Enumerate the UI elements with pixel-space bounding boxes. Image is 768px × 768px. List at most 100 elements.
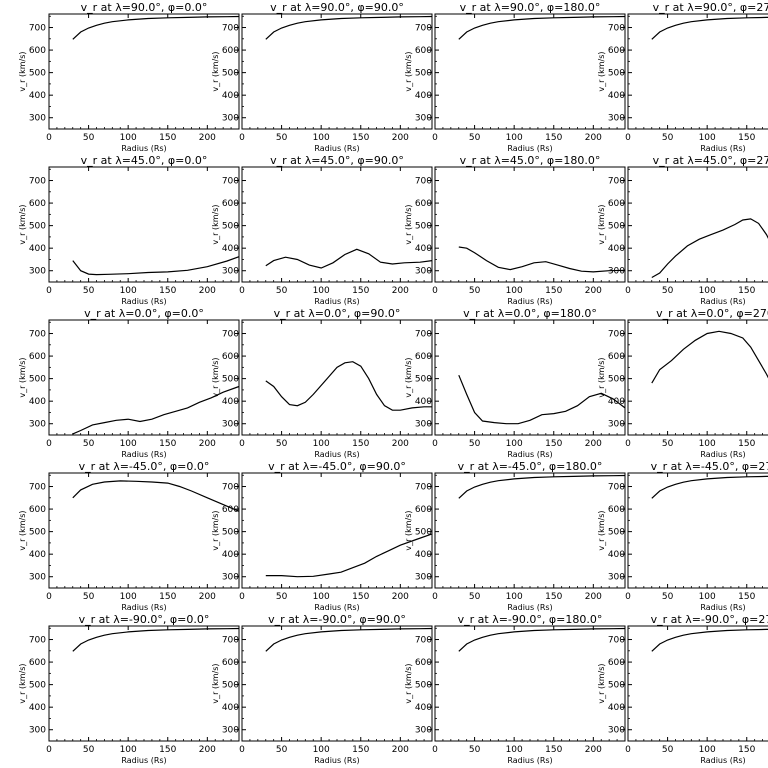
subplot-title: v_r at λ=90.0°, φ=0.0° bbox=[81, 1, 208, 14]
series-line bbox=[651, 475, 768, 499]
y-tick-label: 400 bbox=[29, 550, 46, 560]
x-axis-label: Radius (Rs) bbox=[507, 756, 552, 765]
x-tick-label: 150 bbox=[738, 439, 755, 449]
y-tick-label: 300 bbox=[222, 573, 239, 583]
x-axis-label: Radius (Rs) bbox=[507, 297, 552, 306]
y-tick-label: 600 bbox=[29, 352, 46, 362]
y-tick-label: 400 bbox=[222, 91, 239, 101]
x-axis-label: Radius (Rs) bbox=[121, 144, 166, 153]
y-tick-label: 700 bbox=[608, 24, 625, 34]
x-tick-label: 150 bbox=[545, 745, 562, 755]
x-tick-label: 50 bbox=[276, 439, 288, 449]
x-tick-label: 150 bbox=[545, 439, 562, 449]
y-tick-label: 400 bbox=[608, 91, 625, 101]
x-tick-label: 100 bbox=[120, 745, 137, 755]
subplot-6: v_r at λ=45.0°, φ=180.0° 0 50 100 150 200 300 4… bbox=[404, 154, 626, 306]
x-tick-label: 150 bbox=[352, 745, 369, 755]
x-axis-label: Radius (Rs) bbox=[700, 297, 745, 306]
x-axis-label: Radius (Rs) bbox=[700, 603, 745, 612]
x-tick-label: 100 bbox=[313, 286, 330, 296]
x-tick-label: 50 bbox=[469, 592, 481, 602]
x-tick-label: 50 bbox=[662, 745, 674, 755]
y-axis-label: v_r (km/s) bbox=[597, 204, 606, 244]
y-tick-label: 400 bbox=[415, 550, 432, 560]
x-tick-label: 100 bbox=[699, 286, 716, 296]
y-tick-label: 600 bbox=[222, 199, 239, 209]
x-axis-label: Radius (Rs) bbox=[700, 144, 745, 153]
subplot-13: v_r at λ=-45.0°, φ=90.0° 0 50 100 150 200 300 4… bbox=[211, 460, 433, 612]
y-tick-label: 300 bbox=[415, 420, 432, 430]
subplot-title: v_r at λ=-45.0°, φ=0.0° bbox=[79, 460, 210, 473]
subplot-16: v_r at λ=-90.0°, φ=0.0° 0 50 100 150 200 300 40… bbox=[18, 613, 240, 765]
series-line bbox=[265, 361, 432, 411]
x-tick-label: 150 bbox=[738, 286, 755, 296]
y-axis-label: v_r (km/s) bbox=[211, 357, 220, 397]
x-tick-label: 0 bbox=[432, 592, 438, 602]
x-axis-label: Radius (Rs) bbox=[314, 603, 359, 612]
y-tick-label: 300 bbox=[29, 726, 46, 736]
y-tick-label: 300 bbox=[29, 114, 46, 124]
x-tick-label: 0 bbox=[239, 286, 245, 296]
subplot-12: v_r at λ=-45.0°, φ=0.0° 0 50 100 150 200 300 40… bbox=[18, 460, 240, 612]
plot-frame bbox=[627, 625, 768, 742]
y-tick-label: 400 bbox=[415, 244, 432, 254]
y-tick-label: 500 bbox=[608, 375, 625, 385]
y-axis-label: v_r (km/s) bbox=[18, 663, 27, 703]
y-tick-label: 400 bbox=[415, 703, 432, 713]
x-tick-label: 50 bbox=[662, 592, 674, 602]
y-tick-label: 700 bbox=[415, 24, 432, 34]
series-line bbox=[265, 248, 433, 269]
subplot-title: v_r at λ=45.0°, φ=90.0° bbox=[270, 154, 404, 167]
x-tick-label: 100 bbox=[120, 133, 137, 143]
y-tick-label: 500 bbox=[222, 69, 239, 79]
y-tick-label: 300 bbox=[415, 573, 432, 583]
y-tick-label: 600 bbox=[608, 199, 625, 209]
y-tick-label: 700 bbox=[415, 483, 432, 493]
y-tick-label: 300 bbox=[222, 726, 239, 736]
x-tick-label: 200 bbox=[585, 592, 602, 602]
x-tick-label: 100 bbox=[506, 286, 523, 296]
y-tick-label: 500 bbox=[29, 681, 46, 691]
y-axis-label: v_r (km/s) bbox=[597, 51, 606, 91]
subplot-title: v_r at λ=0.0°, φ=180.0° bbox=[463, 307, 597, 320]
x-tick-label: 50 bbox=[276, 745, 288, 755]
y-tick-label: 700 bbox=[608, 636, 625, 646]
y-axis-label: v_r (km/s) bbox=[211, 663, 220, 703]
subplot-3: v_r at λ=90.0°, φ=270.0°0501001502003004… bbox=[597, 1, 768, 153]
y-tick-label: 300 bbox=[222, 420, 239, 430]
series-line bbox=[458, 246, 626, 273]
x-tick-label: 150 bbox=[545, 286, 562, 296]
y-tick-label: 300 bbox=[415, 114, 432, 124]
series-line bbox=[72, 385, 240, 435]
y-tick-label: 600 bbox=[608, 46, 625, 56]
series-line bbox=[72, 15, 240, 40]
subplot-title: v_r at λ=90.0°, φ=90.0° bbox=[270, 1, 404, 14]
subplot-5: v_r at λ=45.0°, φ=90.0° 0 50 100 150 200 300 40… bbox=[211, 154, 433, 306]
y-tick-label: 700 bbox=[608, 330, 625, 340]
y-axis-label: v_r (km/s) bbox=[404, 510, 413, 550]
x-tick-label: 200 bbox=[585, 133, 602, 143]
y-tick-label: 500 bbox=[222, 528, 239, 538]
subplot-title: v_r at λ=0.0°, φ=270.0° bbox=[656, 307, 768, 320]
y-axis-label: v_r (km/s) bbox=[18, 51, 27, 91]
y-axis-label: v_r (km/s) bbox=[597, 663, 606, 703]
y-axis-label: v_r (km/s) bbox=[18, 357, 27, 397]
x-axis-label: Radius (Rs) bbox=[507, 603, 552, 612]
x-tick-label: 150 bbox=[159, 286, 176, 296]
x-tick-label: 150 bbox=[352, 592, 369, 602]
series-line bbox=[651, 218, 768, 279]
y-axis-label: v_r (km/s) bbox=[597, 510, 606, 550]
subplot-9: v_r at λ=0.0°, φ=90.0° 0 50 100 150 200 300 400… bbox=[211, 307, 433, 459]
y-tick-label: 300 bbox=[222, 114, 239, 124]
x-tick-label: 50 bbox=[276, 592, 288, 602]
plot-frame bbox=[627, 13, 768, 130]
x-tick-label: 0 bbox=[625, 439, 631, 449]
y-tick-label: 600 bbox=[608, 658, 625, 668]
subplot-4: v_r at λ=45.0°, φ=0.0° 0 50 100 150 200 300 400… bbox=[18, 154, 240, 306]
x-tick-label: 200 bbox=[585, 745, 602, 755]
y-tick-label: 600 bbox=[608, 352, 625, 362]
x-tick-label: 50 bbox=[276, 286, 288, 296]
subplot-15: v_r at λ=-45.0°, φ=270.0°050100150200300… bbox=[597, 460, 768, 612]
y-tick-label: 600 bbox=[608, 505, 625, 515]
subplot-17: v_r at λ=-90.0°, φ=90.0° 0 50 100 150 200 300 4… bbox=[211, 613, 433, 765]
